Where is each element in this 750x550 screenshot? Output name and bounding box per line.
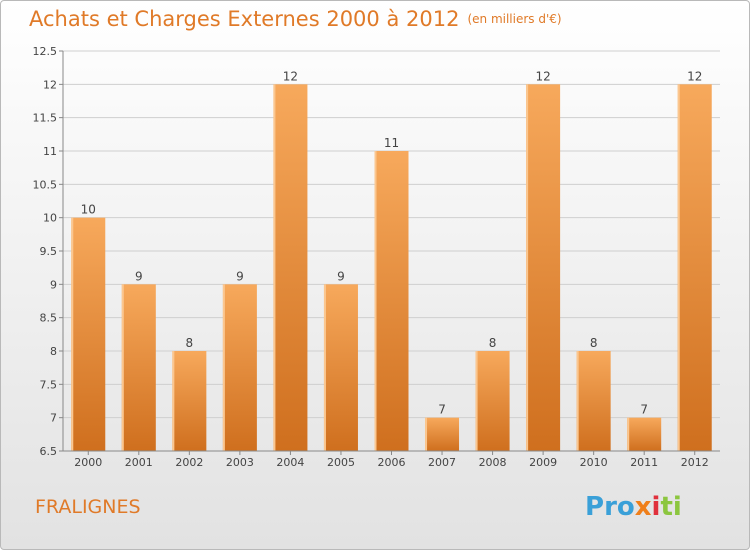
- bar-2002: [172, 351, 207, 451]
- bar-highlight: [627, 417, 630, 451]
- chart-title: Achats et Charges Externes 2000 à 2012 (e…: [29, 7, 562, 31]
- bar-2007: [425, 417, 460, 451]
- place-name: FRALIGNES: [35, 496, 141, 518]
- y-tick-label: 9: [50, 278, 57, 291]
- bar-2004: [273, 84, 308, 451]
- bar-value-label: 9: [337, 269, 345, 283]
- bar-value-label: 9: [236, 269, 244, 283]
- y-tick-label: 12: [43, 78, 57, 91]
- bar-value-label: 7: [438, 403, 446, 417]
- x-tick-label: 2001: [125, 456, 153, 469]
- bar-value-label: 12: [283, 69, 298, 83]
- x-tick-label: 2000: [74, 456, 102, 469]
- x-tick-label: 2006: [378, 456, 406, 469]
- bar-2005: [323, 284, 358, 451]
- bar-highlight: [677, 84, 680, 451]
- y-tick-label: 9.5: [40, 245, 58, 258]
- x-tick-label: 2009: [529, 456, 557, 469]
- bar-value-label: 8: [489, 336, 497, 350]
- bar-highlight: [475, 351, 478, 451]
- y-tick-label: 11: [43, 145, 57, 158]
- y-tick-label: 8.5: [40, 312, 58, 325]
- bar-value-label: 7: [640, 403, 648, 417]
- bar-highlight: [273, 84, 276, 451]
- y-tick-label: 7: [50, 412, 57, 425]
- x-tick-label: 2007: [428, 456, 456, 469]
- bar-value-label: 10: [81, 203, 96, 217]
- x-tick-label: 2012: [681, 456, 709, 469]
- y-tick-label: 10.5: [33, 178, 58, 191]
- bar-value-label: 9: [135, 269, 143, 283]
- x-tick-label: 2005: [327, 456, 355, 469]
- x-tick-label: 2008: [479, 456, 507, 469]
- bar-value-label: 8: [590, 336, 598, 350]
- x-tick-label: 2011: [630, 456, 658, 469]
- bar-2009: [526, 84, 561, 451]
- y-tick-label: 7.5: [40, 378, 58, 391]
- bar-highlight: [374, 151, 377, 451]
- bar-2001: [121, 284, 156, 451]
- bar-2010: [576, 351, 611, 451]
- bar-value-label: 12: [535, 69, 550, 83]
- bar-highlight: [576, 351, 579, 451]
- bar-highlight: [71, 217, 74, 451]
- bar-highlight: [222, 284, 225, 451]
- bar-2006: [374, 151, 409, 451]
- bar-2008: [475, 351, 510, 451]
- bar-highlight: [172, 351, 175, 451]
- chart-unit: (en milliers d'€): [467, 12, 562, 26]
- x-axis-ticks: 2000 2001 2002 2003 2004 2005 2006 2007 2008 2009…: [74, 451, 709, 469]
- x-tick-label: 2004: [276, 456, 304, 469]
- bar-2012: [677, 84, 712, 451]
- x-tick-label: 2002: [175, 456, 203, 469]
- y-tick-label: 12.5: [33, 45, 58, 58]
- y-tick-label: 6.5: [40, 445, 58, 458]
- x-tick-label: 2010: [580, 456, 608, 469]
- bar-2011: [627, 417, 662, 451]
- bar-highlight: [323, 284, 326, 451]
- bar-value-label: 11: [384, 136, 399, 150]
- bar-value-label: 8: [186, 336, 194, 350]
- y-tick-label: 8: [50, 345, 57, 358]
- y-tick-label: 10: [43, 212, 57, 225]
- y-tick-label: 11.5: [33, 112, 58, 125]
- bar-value-label: 12: [687, 69, 702, 83]
- bar-highlight: [526, 84, 529, 451]
- x-tick-label: 2003: [226, 456, 254, 469]
- y-axis-ticks: 6.5 7 7.5 8 8.5 9 9.5 10 10.5 11 11.5 12 12.5: [33, 45, 63, 458]
- bar-2000: [71, 217, 106, 451]
- chart-title-text: Achats et Charges Externes 2000 à 2012: [29, 7, 460, 31]
- proxiti-logo: Proxiti: [585, 492, 682, 522]
- bar-highlight: [121, 284, 124, 451]
- bar-highlight: [425, 417, 428, 451]
- bar-2003: [222, 284, 257, 451]
- bars: 10 9 8 9 12 9 11 7 8 12 8 7 12: [71, 69, 712, 451]
